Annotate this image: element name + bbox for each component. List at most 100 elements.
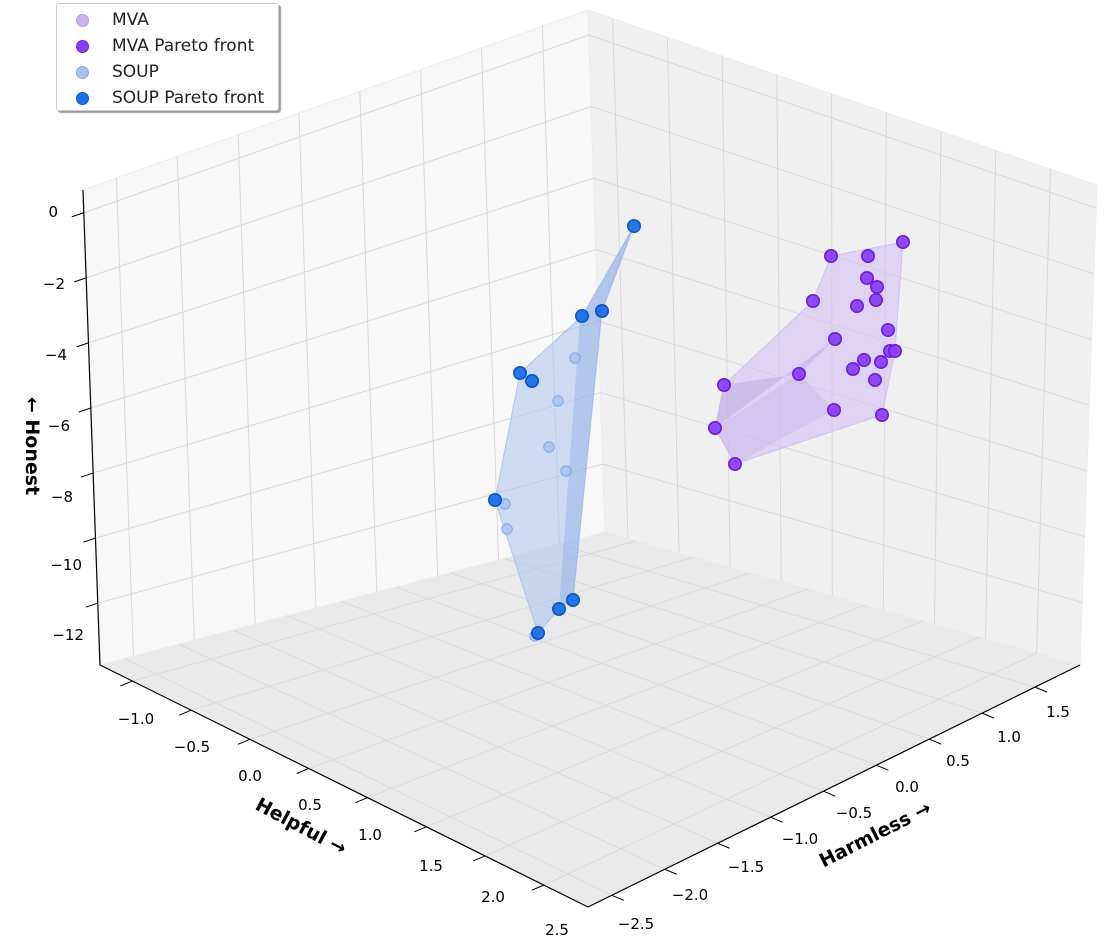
mva-pareto-point [791,366,806,381]
soup-pareto-point [512,365,527,380]
y-gridline-floor [395,586,877,766]
x-tick-label: 2.5 [545,921,569,939]
mva-pareto-point [867,372,882,387]
z-tick-label: 0 [48,203,58,221]
x-gridline-floor [543,652,1038,886]
y-tick-label: −2.5 [618,915,654,933]
x-gridline-wall [420,69,439,577]
x-tick-mark [296,768,309,774]
soup-point [552,395,564,407]
x-tick-mark [414,826,427,833]
x-tick-label: 0.0 [238,767,262,785]
mva-pareto-point [827,331,842,346]
legend-marker-soup [76,65,89,79]
z-tick-mark [78,407,91,413]
x-gridline-floor [308,588,809,769]
z-tick-mark [71,212,84,218]
x-gridline-floor [426,620,923,828]
soup-point [543,441,555,453]
mva-pareto-point [873,354,888,369]
x-tick-label: 1.0 [358,826,382,844]
y-gridline-wall [721,56,731,568]
mva-pareto-point [868,292,883,307]
z-axis-line [82,189,101,666]
z-gridline [95,392,1085,539]
data-points [487,219,910,642]
y-axis-title: Harmless → [816,797,935,872]
z-tick-label: −12 [52,626,84,644]
mva-hull [714,241,904,465]
mva-pareto-point [887,343,902,358]
x-gridline-floor [249,572,752,740]
soup-point [569,352,581,364]
soup-pareto-point [626,219,641,234]
mva-pareto-point [823,249,838,264]
soup-pareto-point [530,625,545,640]
y-gridline-wall [776,74,782,582]
soup-pareto-point [574,308,589,323]
x-gridline-floor [367,604,866,799]
legend-marker-mva-pareto [76,39,89,53]
legend-label-mva-pareto: MVA Pareto front [112,36,255,56]
mva-pareto-point [869,279,884,294]
z-axis-title: ← Honest [21,397,43,495]
soup-point [560,465,572,477]
mva-pareto-point [845,361,860,376]
z-tick-label: −4 [45,346,67,364]
panes [82,9,1098,908]
mva-pareto-point [856,352,871,367]
x-gridline-floor [190,556,694,711]
z-tick-mark [83,537,96,543]
x-gridline-wall [359,91,378,593]
y-tick-label: 0.0 [895,778,919,796]
x-gridline-wall [481,47,500,561]
y-gridline-floor [558,543,1036,688]
z-tick-label: −10 [50,556,82,574]
y-gridline-floor [178,643,665,870]
y-tick-mark [664,868,677,875]
y-tick-label: 0.5 [946,752,970,770]
y-tick-mark [1034,686,1048,693]
mva-pareto-point [895,235,910,250]
z-gridline [88,177,1092,344]
mva-pareto-point [849,298,864,313]
ticks [71,212,1048,901]
z-gridline [97,463,1083,604]
x-tick-label: 1.5 [419,857,443,875]
mva-pareto-point [859,270,874,285]
y-gridline-wall [1036,168,1051,653]
z-tick-label: −2 [43,275,65,293]
y-gridline-floor [341,600,824,792]
y-axis-line [587,664,1081,908]
legend-marker-soup-pareto [76,91,89,105]
y-tick-mark [929,738,942,745]
z-tick-mark [80,472,94,478]
x-tick-mark [472,855,486,862]
y-tick-label: −0.5 [836,804,872,822]
y-gridline-floor [124,658,613,896]
y-gridline-floor [504,557,983,714]
x-gridline-wall [115,178,134,657]
z-tick-label: −6 [48,417,70,435]
x-tick-mark [178,709,192,716]
x-tick-mark [120,680,133,687]
z-gridline [85,106,1095,279]
x-tick-labels: −1.0 −0.5 0.0 0.5 1.0 1.5 2.0 2.5 [118,710,569,939]
y-tick-label: 1.5 [1046,703,1070,721]
x-gridline-wall [298,112,317,609]
soup-pareto-point [594,303,609,318]
y-tick-mark [717,842,730,849]
x-tick-label: 2.0 [481,888,505,906]
mva-pareto-point [860,249,875,264]
mva-pareto-point [826,402,841,417]
y-tick-label: −1.5 [728,858,764,876]
x-tick-mark [355,797,368,804]
legend: MVA MVA Pareto front SOUP SOUP Pareto fr… [56,3,279,111]
y-gridline-floor [232,629,718,844]
soup-pareto-point [487,492,502,507]
mva-pareto-point [707,420,722,435]
mva-pareto-point [874,407,889,422]
soup-point [501,523,513,535]
z-tick-mark [76,342,89,348]
